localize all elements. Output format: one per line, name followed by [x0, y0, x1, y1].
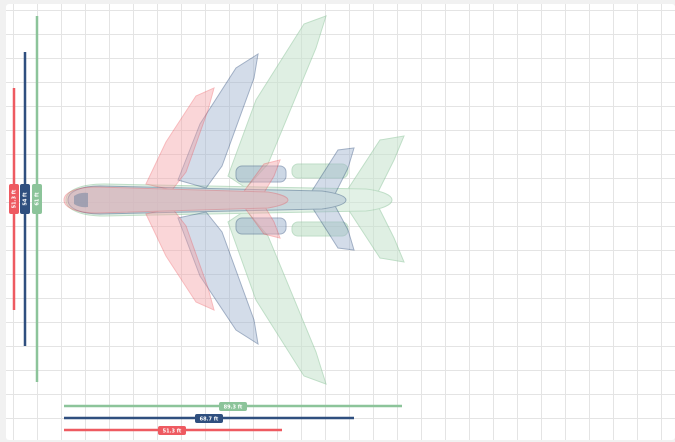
- length-label-red: 51.3 ft: [163, 428, 182, 434]
- aircraft-navy-tail-top: [309, 147, 355, 197]
- length-label-navy: 68.7 ft: [200, 416, 219, 422]
- wingspan-badge-red: 51.3 ft: [9, 184, 19, 214]
- cockpit-windows: [74, 192, 88, 208]
- aircraft-navy-wing-top: [177, 52, 259, 189]
- aircraft-navy-fuselage: [67, 185, 347, 215]
- aircraft-red-tail-bottom: [241, 201, 281, 239]
- aircraft-red-wing-top: [145, 87, 215, 191]
- wingspan-label-navy: 54 ft: [23, 192, 29, 206]
- aircraft-red-silhouette: [63, 87, 289, 311]
- aircraft-green-engine-bottom: [291, 221, 349, 237]
- aircraft-red-tail-top: [241, 159, 281, 197]
- aircraft-green-tail-top: [345, 135, 405, 197]
- aircraft-red-wing-bottom: [145, 207, 215, 311]
- aircraft-green-fuselage: [65, 183, 393, 217]
- length-indicators: 89.3 ft 68.7 ft 51.3 ft: [64, 402, 402, 435]
- aircraft-red-fuselage: [63, 186, 289, 214]
- aircraft-green-wing-top: [227, 15, 327, 189]
- aircraft-navy-wing-bottom: [177, 211, 259, 346]
- aircraft-navy-silhouette: [67, 52, 355, 346]
- length-badge-green: 89.3 ft: [219, 402, 247, 411]
- wingspan-label-green: 61 ft: [35, 192, 41, 206]
- wingspan-label-red: 51.3 ft: [12, 189, 18, 208]
- length-label-green: 89.3 ft: [224, 404, 243, 410]
- aircraft-navy-engine-bottom: [235, 217, 287, 235]
- length-badge-red: 51.3 ft: [158, 426, 186, 435]
- aircraft-green-wing-bottom: [227, 209, 327, 385]
- aircraft-green-silhouette: [65, 15, 405, 385]
- aircraft-green-engine-top: [291, 163, 349, 179]
- aircraft-navy-engine-top: [235, 165, 287, 183]
- wingspan-indicators: 61 ft 54 ft 51.3 ft: [9, 16, 42, 382]
- length-badge-navy: 68.7 ft: [195, 414, 223, 423]
- wingspan-badge-navy: 54 ft: [20, 184, 30, 214]
- wingspan-badge-green: 61 ft: [32, 184, 42, 214]
- aircraft-navy-tail-bottom: [309, 203, 355, 251]
